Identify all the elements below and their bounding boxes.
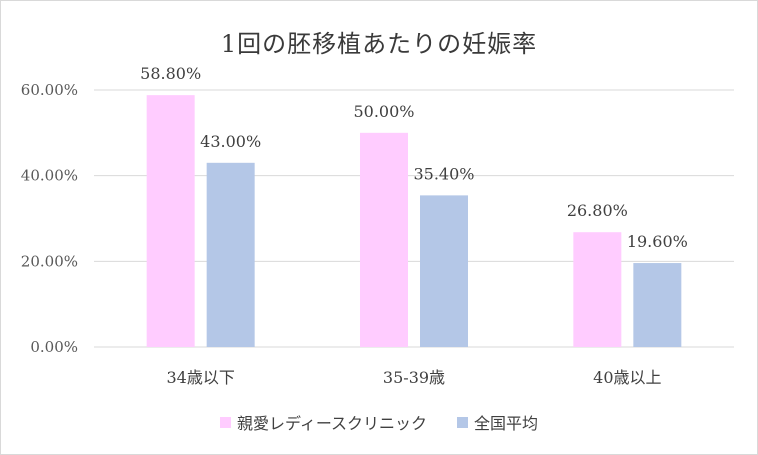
- legend-item-series-2: 全国平均: [457, 410, 538, 434]
- data-label: 58.80%: [140, 64, 201, 83]
- bar: [360, 132, 408, 347]
- y-tick-label: 20.00%: [21, 252, 78, 270]
- data-label: 19.60%: [627, 232, 688, 251]
- bar: [420, 195, 468, 347]
- x-category-label: 34歳以下: [166, 368, 234, 387]
- y-tick-label: 40.00%: [21, 167, 78, 185]
- bar: [573, 232, 622, 347]
- legend-swatch-series-2: [457, 416, 469, 428]
- chart-title: 1回の胚移植あたりの妊娠率: [220, 30, 538, 58]
- legend-label-series-2: 全国平均: [474, 414, 539, 433]
- x-category-label: 35-39歳: [383, 368, 445, 387]
- data-label: 50.00%: [353, 102, 414, 121]
- y-tick-label: 60.00%: [21, 81, 78, 99]
- bar: [146, 95, 195, 347]
- legend-label-series-1: 親愛レディースクリニック: [236, 414, 428, 433]
- x-category-label: 40歳以上: [593, 368, 661, 387]
- legend: 親愛レディースクリニック 全国平均: [0, 410, 758, 434]
- data-label: 43.00%: [200, 132, 261, 151]
- bar: [633, 263, 682, 347]
- legend-swatch-series-1: [219, 416, 231, 428]
- data-label: 35.40%: [413, 164, 474, 183]
- legend-item-series-1: 親愛レディースクリニック: [219, 410, 428, 434]
- bar: [206, 162, 255, 347]
- data-label: 26.80%: [567, 201, 628, 220]
- y-tick-label: 0.00%: [30, 338, 78, 356]
